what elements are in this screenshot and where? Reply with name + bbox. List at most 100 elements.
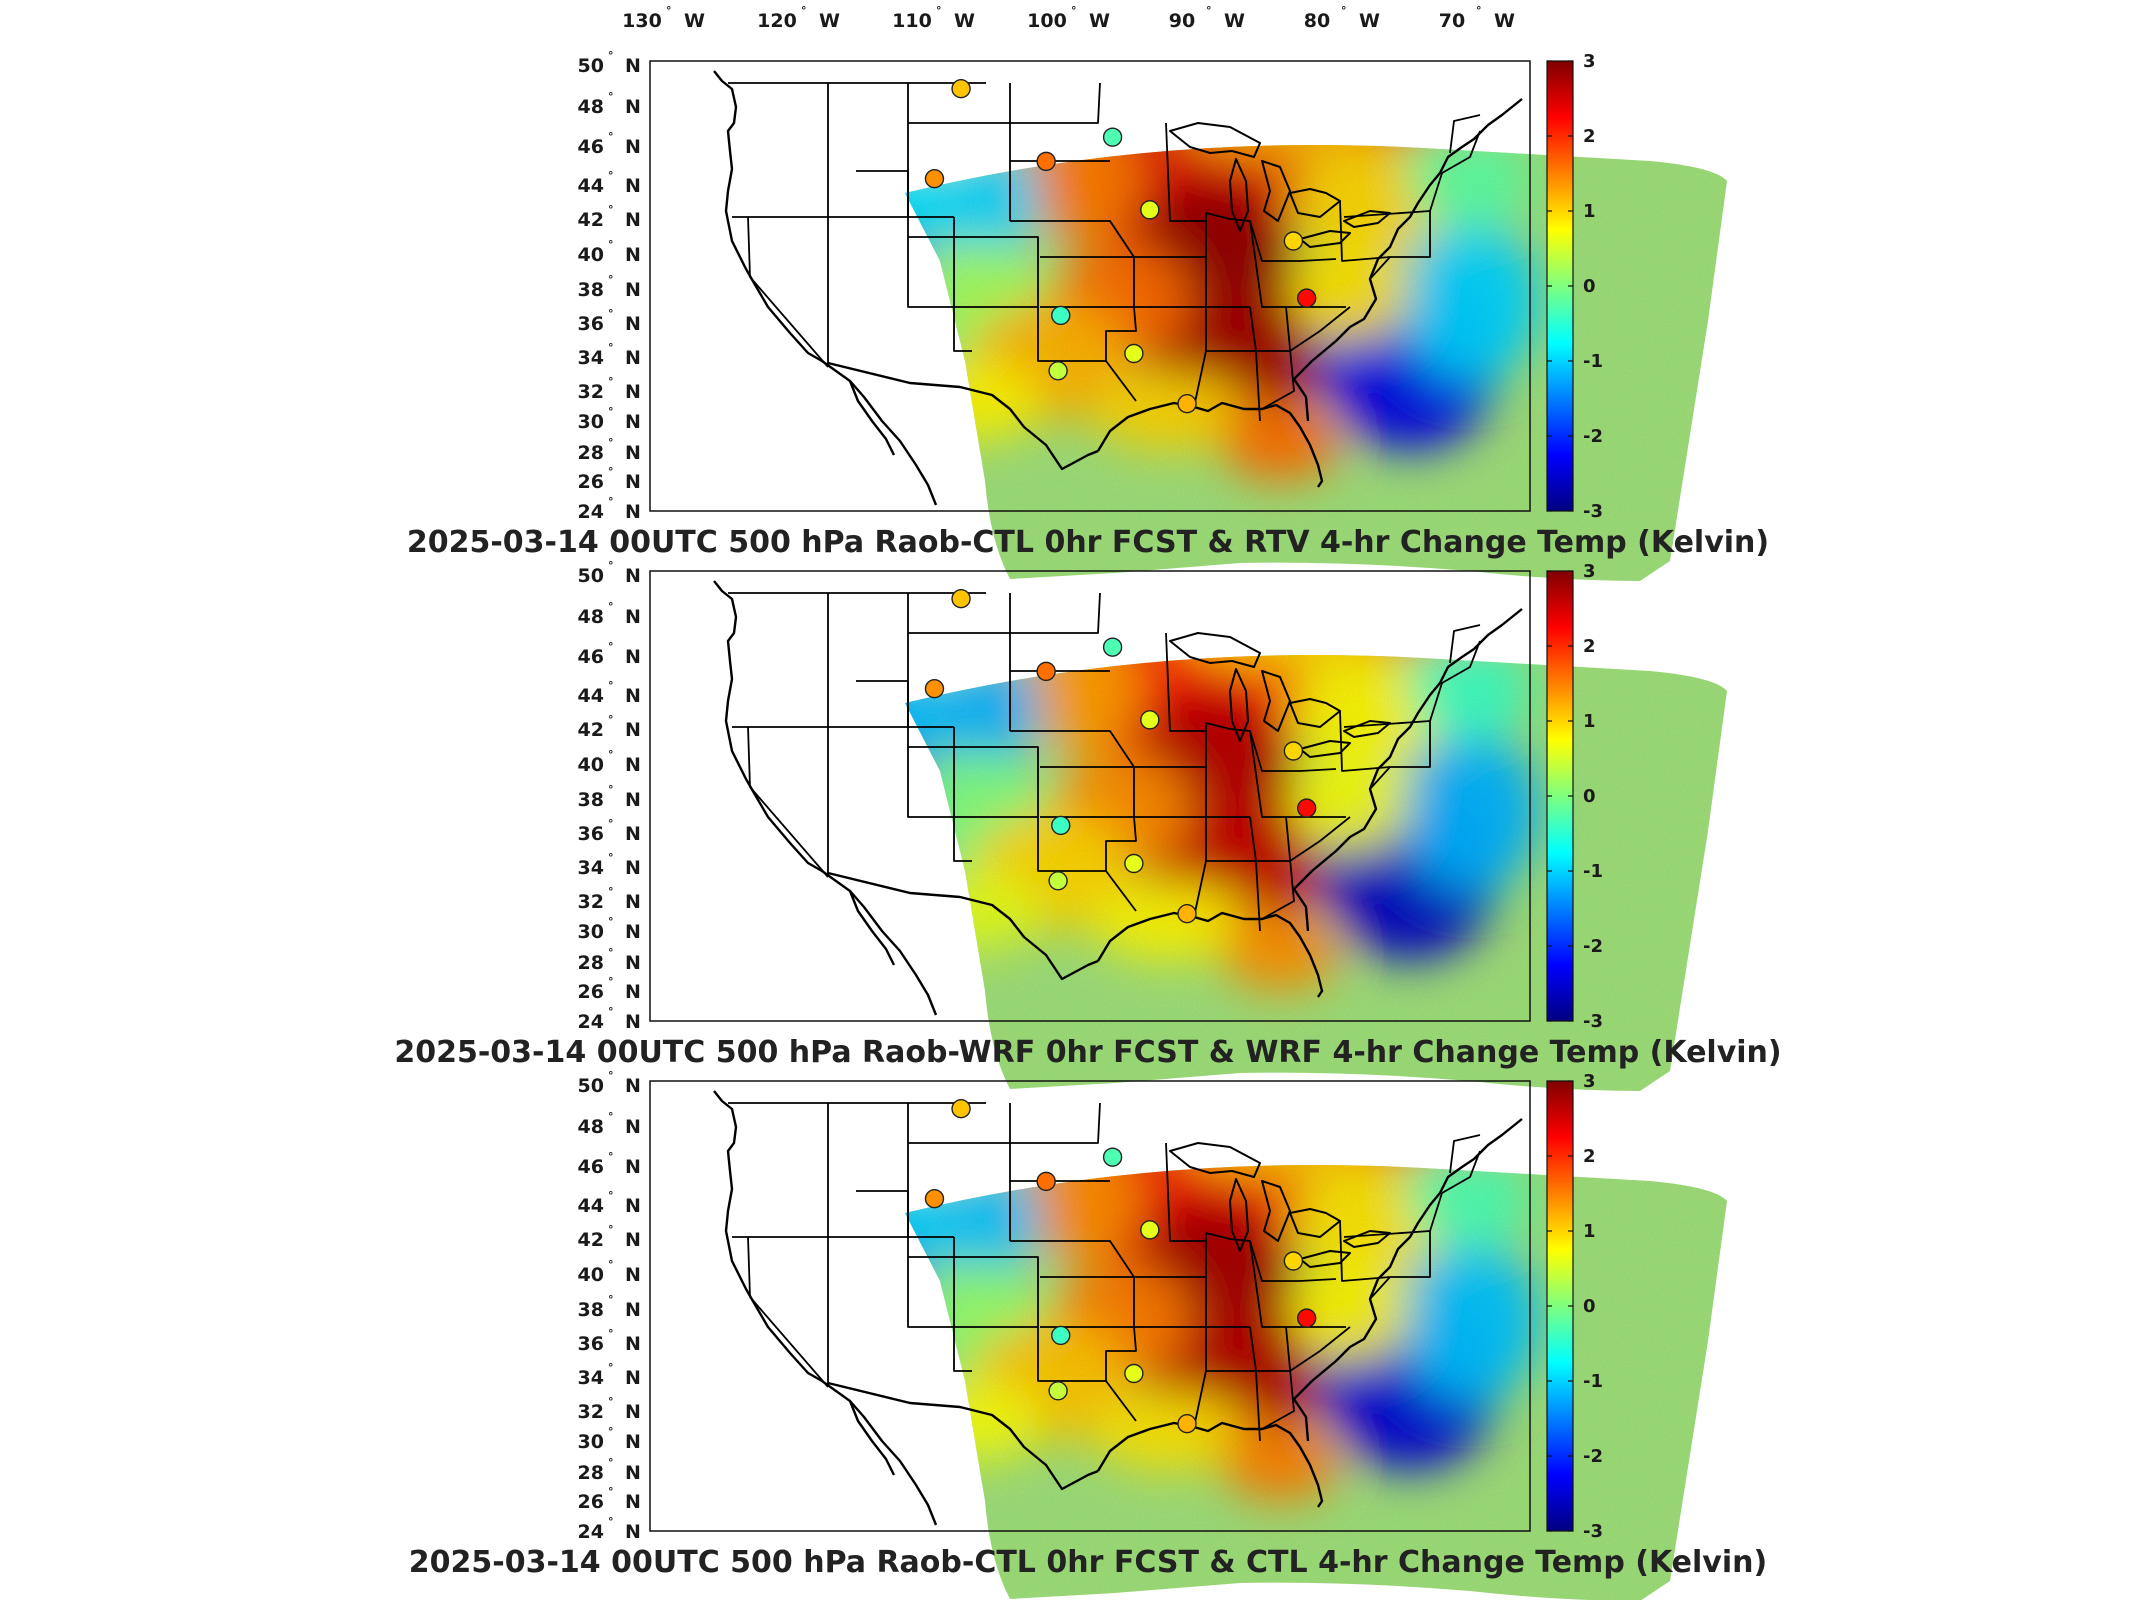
svg-text:N: N — [625, 823, 641, 845]
svg-text:42: 42 — [578, 1229, 604, 1251]
svg-text:N: N — [625, 136, 641, 158]
svg-text:°: ° — [1071, 4, 1077, 17]
latitude-label-34: 34 ° N — [578, 1361, 641, 1389]
colorbar-tick--1: -1 — [1583, 861, 1603, 882]
latitude-label-42: 42 ° N — [578, 1223, 641, 1251]
svg-text:°: ° — [608, 130, 614, 143]
latitude-label-30: 30 ° N — [578, 405, 641, 433]
svg-text:40: 40 — [578, 754, 604, 776]
panel-3-title: 2025-03-14 00UTC 500 hPa Raob-CTL 0hr FC… — [409, 1545, 1767, 1580]
svg-text:26: 26 — [578, 471, 604, 493]
svg-text:W: W — [819, 10, 840, 32]
raob-station-2 — [1036, 151, 1056, 172]
svg-text:°: ° — [608, 405, 614, 418]
colorbar: 3 2 1 0 -1 -2 -3 — [1546, 1071, 1603, 1542]
svg-text:W: W — [1224, 10, 1245, 32]
colorbar-tick-1: 1 — [1583, 201, 1596, 222]
svg-text:°: ° — [1341, 4, 1347, 17]
svg-text:80: 80 — [1304, 10, 1330, 32]
svg-text:N: N — [625, 1401, 641, 1423]
latitude-label-50: 50 ° N — [578, 559, 641, 587]
raob-station-9 — [1124, 1363, 1144, 1384]
latitude-label-34: 34 ° N — [578, 341, 641, 369]
latitude-label-24: 24 ° N — [578, 1515, 641, 1543]
svg-text:W: W — [954, 10, 975, 32]
raob-station-8 — [1051, 305, 1071, 326]
svg-text:130: 130 — [622, 10, 662, 32]
svg-text:°: ° — [608, 1293, 614, 1306]
land-boundaries — [713, 70, 1523, 506]
svg-text:38: 38 — [578, 789, 604, 811]
latitude-label-30: 30 ° N — [578, 915, 641, 943]
map-panel-3: 50 ° N48 ° N46 ° N44 ° N42 ° N40 ° N38 ° N36 ° N34 ° N32 ° N… — [578, 1069, 1727, 1600]
svg-text:N: N — [625, 381, 641, 403]
svg-text:°: ° — [608, 1395, 614, 1408]
latitude-label-30: 30 ° N — [578, 1425, 641, 1453]
latitude-label-44: 44 ° N — [578, 169, 641, 197]
raob-station-10 — [1048, 871, 1068, 891]
raob-station-6 — [1283, 1251, 1304, 1271]
latitude-label-46: 46 ° N — [578, 640, 641, 668]
svg-text:°: ° — [1206, 4, 1212, 17]
svg-text:W: W — [1089, 10, 1110, 32]
svg-text:24: 24 — [578, 501, 604, 523]
raob-station-7 — [1296, 288, 1317, 308]
svg-text:°: ° — [608, 600, 614, 613]
latitude-label-32: 32 ° N — [578, 885, 641, 913]
latitude-label-40: 40 ° N — [578, 238, 641, 266]
longitude-label-120: 120 ° W — [757, 4, 840, 32]
colorbar-tick-0: 0 — [1583, 276, 1596, 297]
colorbar-tick--1: -1 — [1583, 351, 1603, 372]
svg-text:°: ° — [608, 915, 614, 928]
svg-text:46: 46 — [578, 136, 604, 158]
latitude-label-24: 24 ° N — [578, 495, 641, 523]
map-frame — [649, 60, 1531, 512]
svg-text:30: 30 — [578, 921, 604, 943]
svg-text:50: 50 — [578, 55, 604, 77]
colorbar-tick--2: -2 — [1583, 1446, 1603, 1467]
colorbar-tick--1: -1 — [1583, 1371, 1603, 1392]
colorbar-tick-0: 0 — [1583, 786, 1596, 807]
latitude-label-38: 38 ° N — [578, 1293, 641, 1321]
svg-text:°: ° — [608, 713, 614, 726]
svg-text:°: ° — [608, 975, 614, 988]
svg-text:N: N — [625, 857, 641, 879]
latitude-label-32: 32 ° N — [578, 375, 641, 403]
svg-text:°: ° — [608, 465, 614, 478]
svg-text:48: 48 — [578, 96, 604, 118]
raob-station-8 — [1051, 815, 1071, 836]
colorbar-tick-2: 2 — [1583, 126, 1596, 147]
svg-text:N: N — [625, 1521, 641, 1543]
latitude-tick-labels: 50 ° N 48 ° N 46 ° N 44 ° N 42 ° N 40 ° N 38 ° N 36 ° N 34 ° N 32 ° N… — [578, 49, 641, 523]
latitude-label-28: 28 ° N — [578, 436, 641, 464]
svg-text:N: N — [625, 1116, 641, 1138]
land-boundaries — [713, 580, 1523, 1016]
svg-text:N: N — [625, 471, 641, 493]
svg-text:N: N — [625, 952, 641, 974]
svg-text:40: 40 — [578, 244, 604, 266]
svg-text:40: 40 — [578, 1264, 604, 1286]
latitude-label-40: 40 ° N — [578, 748, 641, 776]
raob-station-4 — [1102, 1147, 1123, 1167]
svg-text:°: ° — [608, 1327, 614, 1340]
latitude-label-38: 38 ° N — [578, 273, 641, 301]
raob-station-6 — [1283, 741, 1304, 761]
svg-text:28: 28 — [578, 952, 604, 974]
longitude-label-110: 110 ° W — [892, 4, 975, 32]
svg-text:28: 28 — [578, 1462, 604, 1484]
temperature-change-field — [905, 1164, 1727, 1600]
svg-text:90: 90 — [1169, 10, 1195, 32]
svg-text:44: 44 — [578, 175, 604, 197]
svg-text:46: 46 — [578, 646, 604, 668]
svg-text:24: 24 — [578, 1011, 604, 1033]
svg-text:°: ° — [608, 238, 614, 251]
svg-text:26: 26 — [578, 1491, 604, 1513]
svg-text:N: N — [625, 646, 641, 668]
raob-station-7 — [1296, 1308, 1317, 1328]
longitude-label-80: 80 ° W — [1304, 4, 1380, 32]
raob-station-4 — [1102, 637, 1123, 657]
svg-text:°: ° — [608, 341, 614, 354]
svg-text:32: 32 — [578, 1401, 604, 1423]
svg-text:N: N — [625, 981, 641, 1003]
colorbar-tick--3: -3 — [1583, 1521, 1603, 1542]
